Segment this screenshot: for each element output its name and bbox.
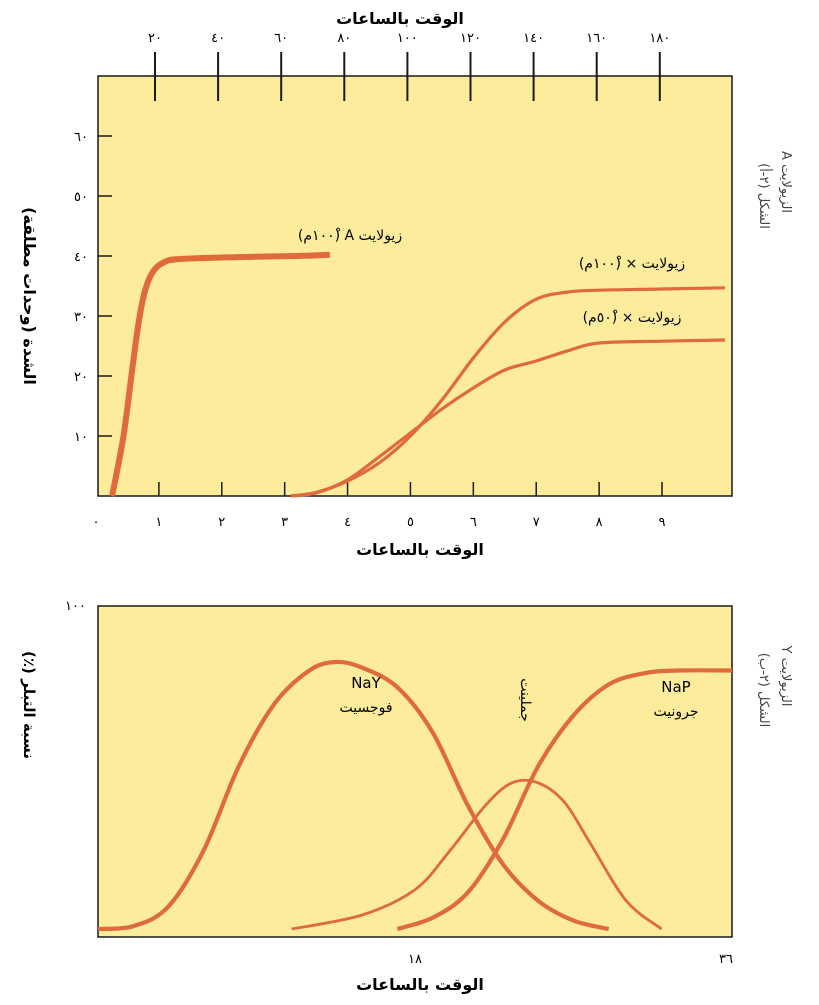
chart-a-top-tick-label-140: ١٤٠ — [523, 31, 544, 46]
chart-b-side-caption-2: الزيولايت Y — [778, 645, 793, 707]
chart-b-x-axis-title: الوقت بالساعات — [356, 975, 484, 994]
chart-a-y-tick-label-60: ٦٠ — [74, 130, 88, 145]
chart-a-top-tick-label-160: ١٦٠ — [586, 31, 607, 46]
chart-a-y-tick-label-40: ٤٠ — [74, 250, 88, 265]
chart-a-label-zeolite-x-100: زيولايت × (١٠٠ْم) — [579, 256, 685, 272]
chart-b-y-tick-label-100: ١٠٠ — [65, 599, 86, 614]
chart-a-bottom-axis-title: الوقت بالساعات — [356, 540, 484, 559]
chart-b-series-nay — [97, 659, 610, 932]
chart-a-top-tick-label-60: ٦٠ — [274, 31, 288, 46]
chart-a-y-tick-label-10: ١٠ — [74, 430, 88, 445]
chart-b-label-nay-2: فوجسيت — [339, 700, 392, 716]
chart-a-bottom-ticks — [158, 482, 663, 496]
chart-b: ١٠٠ ١٨ ٣٦ الوقت بالساعات نسبة التبلر (٪) … — [20, 599, 793, 994]
chart-a-series — [109, 251, 725, 498]
chart-a-bottom-tick-label-9: ٩ — [659, 515, 666, 530]
chart-b-x-tick-label-18: ١٨ — [408, 952, 422, 967]
chart-a-y-tick-labels: ١٠ ٢٠ ٣٠ ٤٠ ٥٠ ٦٠ — [74, 130, 88, 445]
chart-b-label-nay-1: NaY — [351, 674, 381, 692]
chart-b-side-caption-1: الشكل (٢-ب) — [756, 653, 771, 727]
chart-a-series-zeolite-x-50 — [290, 338, 725, 498]
chart-a-y-tick-label-50: ٥٠ — [74, 190, 88, 205]
chart-a-y-tick-label-30: ٣٠ — [74, 310, 88, 325]
chart-a-top-tick-label-180: ١٨٠ — [649, 31, 670, 46]
chart-a-y-ticks — [98, 135, 112, 437]
chart-a-bottom-tick-label-8: ٨ — [596, 515, 603, 530]
chart-b-series-gmelinite — [291, 778, 663, 931]
chart-a-top-tick-labels: ٢٠ ٤٠ ٦٠ ٨٠ ١٠٠ ١٢٠ ١٤٠ ١٦٠ ١٨٠ — [148, 31, 670, 46]
chart-b-y-axis-title: نسبة التبلر (٪) — [20, 651, 38, 759]
chart-a-bottom-tick-label-1: ١ — [155, 515, 162, 530]
chart-a-top-tick-label-100: ١٠٠ — [397, 31, 418, 46]
chart-a-bottom-tick-label-0: ٠ — [93, 515, 100, 530]
chart-b-label-nap-1: NaP — [661, 678, 690, 696]
chart-b-x-tick-label-36: ٣٦ — [719, 952, 733, 967]
chart-a-bottom-tick-labels: ٠ ١ ٢ ٣ ٤ ٥ ٦ ٧ ٨ ٩ — [93, 515, 666, 530]
chart-b-label-nap-2: جرونيت — [653, 704, 698, 720]
chart-b-x-tick-labels: ١٨ ٣٦ — [408, 952, 733, 967]
chart-a-series-zeolite-a — [109, 251, 330, 497]
chart-a-side-caption-2: الزيولايت A — [778, 151, 793, 213]
chart-a-bottom-tick-label-7: ٧ — [533, 515, 540, 530]
chart-a-top-tick-label-80: ٨٠ — [337, 31, 351, 46]
chart-b-series — [97, 659, 733, 932]
chart-a-top-tick-label-20: ٢٠ — [148, 31, 162, 46]
chart-a-top-tick-label-120: ١٢٠ — [460, 31, 481, 46]
chart-a-bottom-tick-label-2: ٢ — [218, 515, 225, 530]
chart-a-bottom-tick-label-3: ٣ — [281, 515, 288, 530]
chart-a-top-tick-label-40: ٤٠ — [211, 31, 225, 46]
chart-a-bottom-tick-label-5: ٥ — [407, 515, 414, 530]
chart-a-top-axis-title: الوقت بالساعات — [336, 9, 464, 28]
chart-a: الوقت بالساعات ٢٠ ٤٠ ٦٠ ٨٠ ١٠٠ ١٢٠ ١٤٠ ١٦٠ ١٨٠ ٠… — [20, 9, 793, 559]
chart-b-plot-area — [97, 605, 733, 938]
chart-a-bottom-tick-label-6: ٦ — [470, 515, 477, 530]
chart-b-label-gmelinite: جملينت — [517, 678, 533, 722]
chart-a-top-ticks — [154, 52, 661, 101]
chart-a-label-zeolite-a: زيولايت A (١٠٠ْم) — [298, 228, 402, 244]
chart-a-side-caption-1: الشكل (٢-أ) — [756, 163, 773, 229]
chart-a-bottom-tick-label-4: ٤ — [344, 515, 351, 530]
chart-a-label-zeolite-x-50: زيولايت × (٥٠ْم) — [583, 310, 682, 326]
chart-a-y-axis-title: الشدة (وحدات مطلقة) — [20, 207, 39, 385]
chart-a-plot-area — [97, 75, 733, 497]
chart-b-series-nap — [396, 668, 733, 932]
chart-a-y-tick-label-20: ٢٠ — [74, 370, 88, 385]
